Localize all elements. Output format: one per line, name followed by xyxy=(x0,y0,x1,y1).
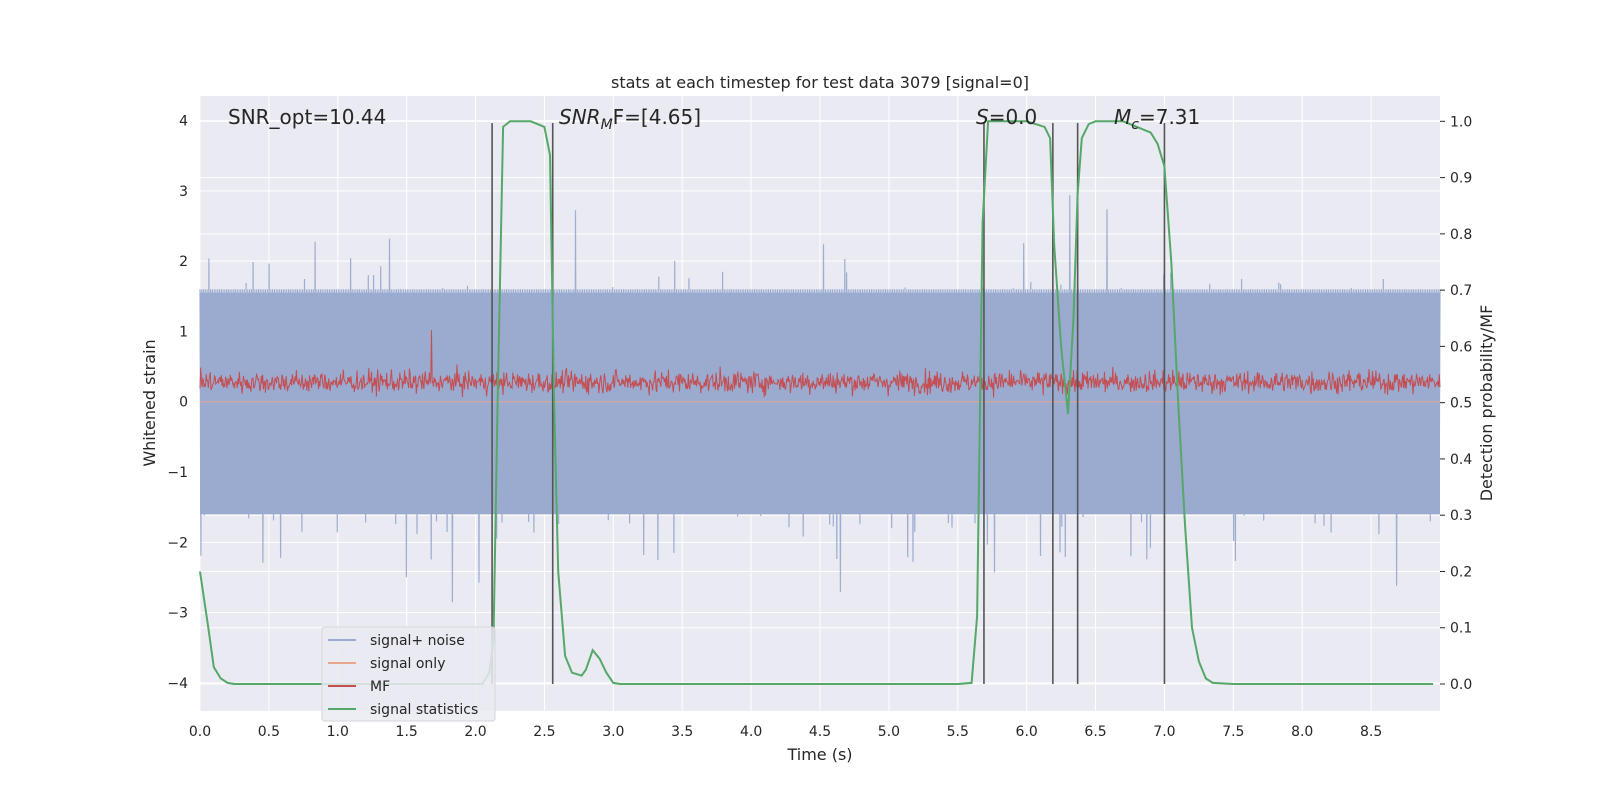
x-tick-label: 4.0 xyxy=(740,724,762,740)
y-left-tick-label: −4 xyxy=(167,676,188,692)
x-tick-label: 6.0 xyxy=(1016,724,1038,740)
annotation-snr-mf-suffix: F=[4.65] xyxy=(613,105,701,129)
annotation-mc-sub: c xyxy=(1131,117,1139,133)
y-right-tick-label: 0.8 xyxy=(1450,227,1472,243)
y-left-tick-label: −1 xyxy=(167,465,188,481)
x-tick-label: 5.5 xyxy=(947,724,969,740)
y-right-tick-label: 0.1 xyxy=(1450,621,1472,637)
legend-box xyxy=(321,626,496,722)
annotation-s: S=0.0 xyxy=(976,105,1037,129)
y-left-axis-label: Whitened strain xyxy=(140,339,159,466)
x-tick-label: 0.5 xyxy=(258,724,280,740)
annotation-snr-mf-sub: M xyxy=(601,117,613,133)
series-signal-noise xyxy=(199,195,1441,603)
series-signal-statistics xyxy=(199,120,1434,685)
annotation-snr-mf-prefix: SNR xyxy=(559,105,601,129)
y-left-tick-label: 4 xyxy=(179,114,188,130)
x-tick-label: 1.0 xyxy=(327,724,349,740)
y-right-tick-label: 0.7 xyxy=(1450,283,1472,299)
x-tick-label: 1.5 xyxy=(396,724,418,740)
annotation-snr-opt: SNR_opt=10.44 xyxy=(228,105,386,129)
x-tick-label: 5.0 xyxy=(878,724,900,740)
y-left-axis-ticks: 4 3 2 1 0 −1 −2 −3 −4 xyxy=(167,114,188,692)
y-right-tick-label: 0.6 xyxy=(1450,339,1472,355)
chart-title: stats at each timestep for test data 307… xyxy=(611,73,1029,92)
annotation-mc: Mc=7.31 xyxy=(1114,105,1200,133)
x-tick-label: 3.0 xyxy=(602,724,624,740)
x-axis-ticks: 0.0 0.5 1.0 1.5 2.0 2.5 3.0 3.5 4.0 4.5 5.0 5.5 6.0 6… xyxy=(189,724,1382,740)
annotation-mc-prefix: M xyxy=(1114,105,1131,129)
x-tick-label: 7.0 xyxy=(1153,724,1175,740)
y-right-tick-label: 0.2 xyxy=(1450,564,1472,580)
y-right-tick-label: 0.0 xyxy=(1450,677,1472,693)
annotation-s-prefix: S xyxy=(976,105,989,129)
y-left-tick-label: −2 xyxy=(167,535,188,551)
x-tick-label: 8.0 xyxy=(1291,724,1313,740)
y-left-tick-label: 3 xyxy=(179,184,188,200)
x-axis-label: Time (s) xyxy=(786,745,852,764)
annotation-s-suffix: =0.0 xyxy=(989,105,1038,129)
series-signal-noise-core xyxy=(200,292,1440,515)
x-tick-label: 0.0 xyxy=(189,724,211,740)
y-right-axis-ticks: 1.0 0.9 0.8 0.7 0.6 0.5 0.4 0.3 0.2 0.1 0.0 xyxy=(1440,114,1472,693)
y-left-tick-label: 2 xyxy=(179,254,188,270)
series-mf-line xyxy=(199,330,1441,398)
y-right-tick-label: 1.0 xyxy=(1450,114,1472,130)
series-mf xyxy=(199,330,1441,398)
y-right-tick-label: 0.9 xyxy=(1450,171,1472,187)
legend: signal+ noise signal only MF signal stat… xyxy=(321,626,496,722)
x-tick-label: 7.5 xyxy=(1222,724,1244,740)
y-left-tick-label: 0 xyxy=(179,395,188,411)
vertical-markers xyxy=(491,123,1166,684)
x-tick-label: 2.0 xyxy=(464,724,486,740)
legend-label-mf: MF xyxy=(370,679,390,695)
y-right-axis-label: Detection probability/MF xyxy=(1477,305,1496,502)
x-tick-label: 3.5 xyxy=(671,724,693,740)
x-tick-label: 6.5 xyxy=(1084,724,1106,740)
legend-label-signal-only: signal only xyxy=(370,656,445,672)
x-tick-label: 4.5 xyxy=(809,724,831,740)
annotation-snr-mf: SNRMF=[4.65] xyxy=(559,105,701,133)
x-tick-label: 2.5 xyxy=(533,724,555,740)
annotation-mc-suffix: =7.31 xyxy=(1139,105,1200,129)
y-right-tick-label: 0.4 xyxy=(1450,452,1472,468)
x-tick-label: 8.5 xyxy=(1360,724,1382,740)
y-right-tick-label: 0.5 xyxy=(1450,396,1472,412)
series-signal-statistics-line xyxy=(199,120,1434,685)
y-left-tick-label: 1 xyxy=(179,324,188,340)
y-left-tick-label: −3 xyxy=(167,606,188,622)
y-right-tick-label: 0.3 xyxy=(1450,508,1472,524)
legend-label-signal-noise: signal+ noise xyxy=(370,633,465,649)
legend-label-signal-statistics: signal statistics xyxy=(370,702,478,718)
